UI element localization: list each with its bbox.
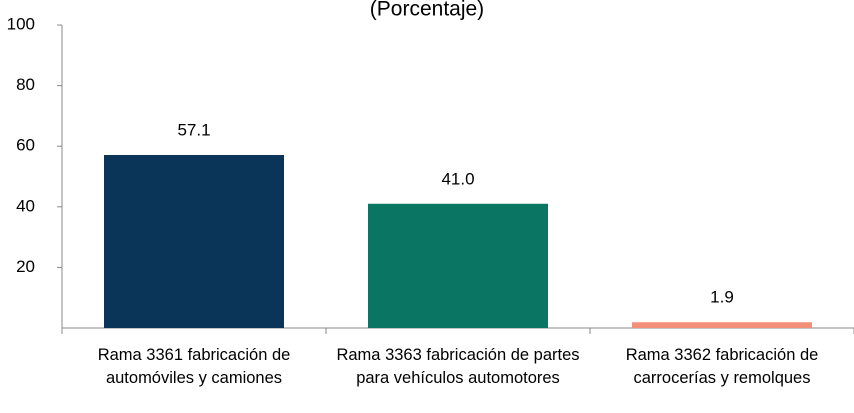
chart-title: (Porcentaje) <box>370 0 484 21</box>
x-tick-label: Rama 3361 fabricación de automóviles y c… <box>97 346 291 387</box>
x-tick-label: Rama 3363 fabricación de partes para veh… <box>336 346 580 387</box>
y-tick-label: 100 <box>7 14 35 33</box>
y-tick-label: 40 <box>16 196 35 215</box>
y-tick-label: 80 <box>16 75 35 94</box>
bar <box>368 203 548 328</box>
x-tick-label: Rama 3362 fabricación de carrocerías y r… <box>625 346 819 387</box>
y-tick-label: 60 <box>16 136 35 155</box>
value-label: 41.0 <box>441 169 474 188</box>
bar <box>632 322 812 328</box>
value-label: 57.1 <box>177 120 210 139</box>
y-tick-label: 20 <box>16 257 35 276</box>
value-label: 1.9 <box>710 288 734 307</box>
bar <box>104 154 284 328</box>
